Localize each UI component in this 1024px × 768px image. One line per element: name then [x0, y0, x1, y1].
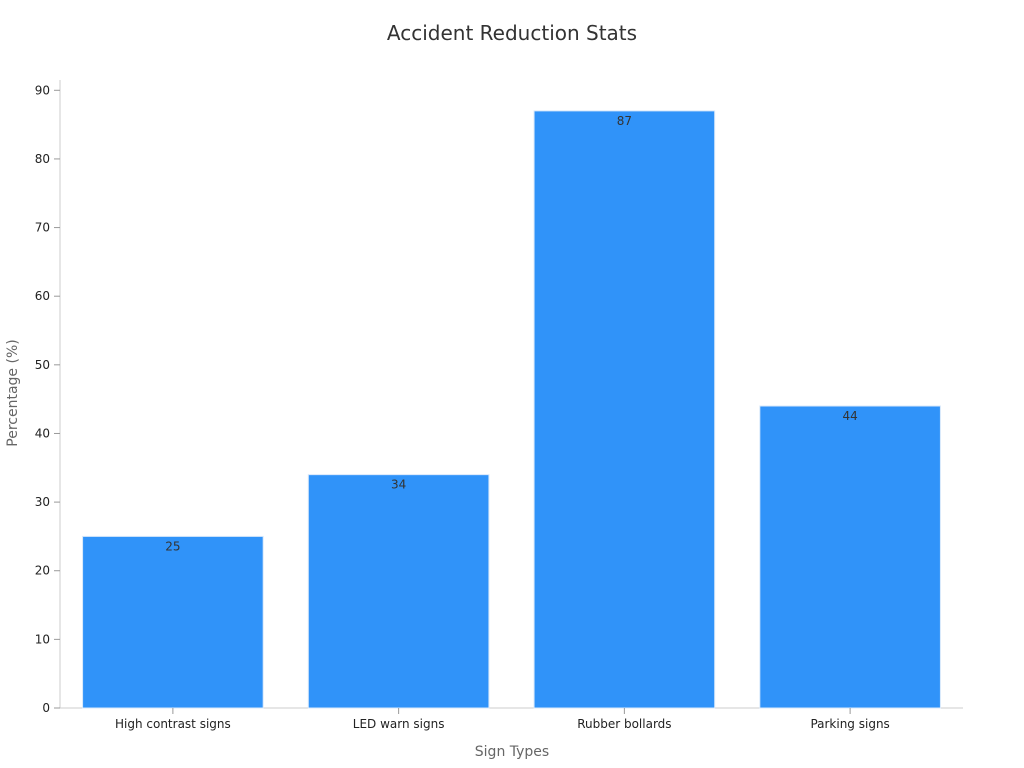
- bar: [82, 535, 264, 709]
- y-axis-title: Percentage (%): [5, 339, 21, 446]
- bar-value-label: 25: [165, 539, 180, 553]
- bar: [533, 110, 716, 709]
- y-tick-label: 60: [35, 289, 50, 303]
- y-tick-label: 0: [42, 701, 50, 715]
- x-tick-label: Rubber bollards: [577, 717, 671, 731]
- bar-value-label: 87: [617, 114, 632, 128]
- x-tick-label: Parking signs: [810, 717, 889, 731]
- bar-value-label: 44: [842, 409, 857, 423]
- bar-value-label: 34: [391, 478, 406, 492]
- x-tick-label: High contrast signs: [115, 717, 231, 731]
- chart-title: Accident Reduction Stats: [387, 21, 637, 45]
- y-tick-label: 70: [35, 221, 50, 235]
- y-tick-label: 30: [35, 495, 50, 509]
- y-tick-label: 40: [35, 426, 50, 440]
- x-tick-label: LED warn signs: [353, 717, 445, 731]
- bar: [307, 474, 490, 709]
- y-tick-label: 10: [35, 632, 50, 646]
- plot-area: 0 10 20 30 40 50 60 70 80 90 25 High contrast signs…: [35, 80, 963, 731]
- x-axis-title: Sign Types: [475, 744, 549, 760]
- y-tick-label: 80: [35, 152, 50, 166]
- y-tick-label: 90: [35, 83, 50, 97]
- y-tick-label: 20: [35, 564, 50, 578]
- y-tick-label: 50: [35, 358, 50, 372]
- bar: [759, 405, 941, 709]
